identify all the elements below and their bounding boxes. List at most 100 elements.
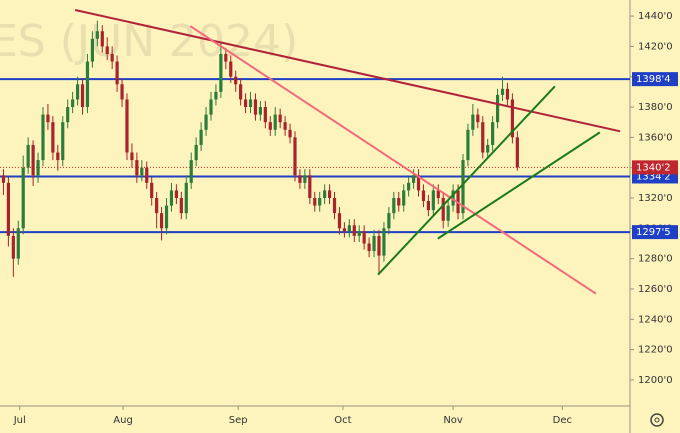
price-label-box (632, 225, 678, 240)
candle-body (80, 84, 85, 108)
candle-body (466, 129, 470, 161)
candle-body (169, 190, 174, 206)
candle-body (248, 99, 253, 108)
watermark: ES (JUN 2024) (0, 16, 298, 67)
candle-body (234, 76, 238, 85)
candle-body (16, 228, 20, 259)
candle-body (115, 61, 119, 85)
candle-body (505, 88, 510, 100)
y-tick-label: 1240'0 (638, 314, 673, 325)
candle-body (105, 46, 109, 54)
x-tick-label: Dec (553, 415, 572, 426)
y-tick-label: 1440'0 (638, 11, 673, 22)
candle-body (140, 167, 144, 176)
candle-body (239, 84, 243, 100)
y-tick-label: 1380'0 (638, 102, 673, 113)
trend-line (437, 131, 601, 240)
candle-body (318, 197, 322, 206)
candle-body (253, 99, 258, 115)
candle-body (392, 197, 396, 214)
candle-body (481, 122, 485, 153)
candle-body (75, 84, 80, 100)
candle-body (402, 190, 406, 206)
candle-body (303, 175, 307, 183)
candle-body (471, 114, 475, 130)
candle-body (500, 88, 505, 95)
candle-body (327, 190, 332, 198)
candle-body (476, 114, 480, 123)
candle-body (1, 175, 6, 183)
candle-body (515, 137, 519, 168)
candle-body (125, 99, 129, 153)
candle-body (332, 197, 337, 214)
candle-body (407, 182, 411, 191)
candle-body (352, 225, 356, 236)
candle-body (416, 175, 421, 191)
x-tick-label: Oct (334, 415, 351, 426)
candle-body (337, 213, 342, 229)
candle-body (204, 114, 208, 130)
candle-body (155, 197, 159, 214)
candle-body (372, 235, 376, 252)
candle-body (135, 160, 139, 176)
candle-body (342, 228, 346, 232)
candle-body (90, 38, 94, 62)
candle-body (278, 114, 282, 123)
candle-body (209, 99, 213, 115)
candle-body (283, 122, 287, 130)
plot-area (0, 9, 630, 295)
candle-body (46, 114, 50, 123)
candle-body (441, 197, 445, 221)
candle-body (71, 99, 75, 108)
candle-body (229, 61, 233, 77)
candle-body (411, 175, 416, 183)
candle-body (436, 190, 440, 198)
candle-body (357, 231, 361, 236)
trend-line (377, 85, 556, 276)
settings-icon[interactable] (650, 413, 664, 427)
candle-body (31, 144, 35, 176)
price-label: 1340'2 (636, 162, 671, 173)
candle-body (51, 122, 55, 153)
candle-body (189, 160, 193, 183)
candle-body (313, 197, 317, 206)
candle-body (184, 182, 188, 214)
y-tick-label: 1280'0 (638, 254, 673, 265)
candle-body (421, 190, 426, 202)
candle-body (426, 201, 430, 211)
candle-body (194, 144, 198, 161)
candle-body (263, 107, 267, 123)
candle-body (293, 137, 297, 176)
candle-body (179, 197, 183, 214)
candle-body (100, 31, 104, 47)
candle-body (199, 129, 203, 145)
price-label-box (632, 72, 678, 87)
candle-body (243, 99, 248, 108)
candle-body (362, 231, 366, 244)
candle-body (224, 53, 228, 62)
candle-body (26, 144, 30, 168)
candle-body (130, 152, 134, 161)
candle-body (367, 243, 371, 252)
y-tick-label: 1260'0 (638, 284, 673, 295)
x-tick-label: Jul (13, 415, 26, 426)
candle-body (431, 190, 435, 211)
candle-body (486, 144, 490, 153)
candle-body (11, 235, 15, 259)
price-label: 1297'5 (636, 227, 671, 238)
candle-body (36, 160, 40, 176)
candle-body (323, 190, 327, 198)
candle-body (451, 190, 455, 206)
y-tick-label: 1420'0 (638, 41, 673, 52)
y-tick-label: 1200'0 (638, 375, 673, 386)
y-tick-label: 1360'0 (638, 132, 673, 143)
candle-body (214, 91, 218, 100)
candle-body (145, 167, 149, 183)
candle-body (61, 122, 65, 161)
x-tick-label: Sep (229, 415, 248, 426)
candle-body (159, 213, 164, 229)
candle-body (510, 99, 514, 138)
trend-line (189, 25, 597, 295)
candle-body (66, 107, 70, 123)
candle-body (387, 213, 391, 229)
